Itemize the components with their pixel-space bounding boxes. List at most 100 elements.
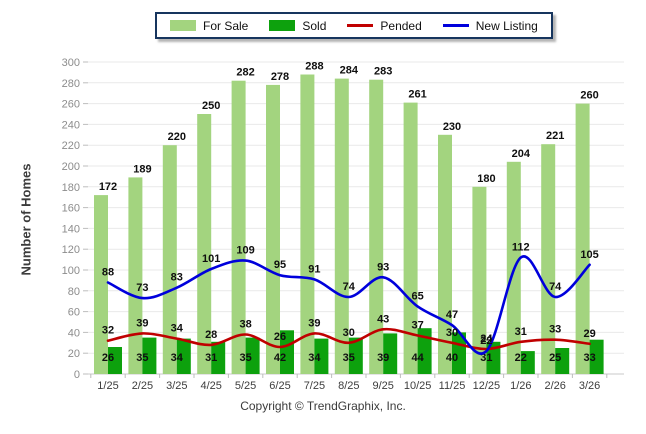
new-listing-value-label: 93 xyxy=(377,261,389,273)
y-tick-label: 220 xyxy=(62,140,80,152)
for-sale-value-label: 250 xyxy=(202,100,220,112)
for-sale-value-label: 221 xyxy=(546,130,564,142)
bar-sold xyxy=(142,337,157,374)
bar-for-sale xyxy=(541,144,556,374)
sold-value-label: 26 xyxy=(102,352,114,364)
pended-value-label: 34 xyxy=(171,323,184,335)
for-sale-value-label: 180 xyxy=(477,173,495,185)
y-tick-label: 100 xyxy=(62,265,80,277)
bar-for-sale xyxy=(266,84,280,375)
pended-value-label: 26 xyxy=(274,331,286,343)
pended-value-label: 30 xyxy=(446,327,458,339)
sold-value-label: 25 xyxy=(549,352,561,364)
bar-sold xyxy=(176,338,191,374)
legend-label: Sold xyxy=(302,18,327,33)
sold-value-label: 35 xyxy=(136,352,148,364)
legend-item-new-listing: New Listing xyxy=(442,18,538,33)
new-listing-value-label: 74 xyxy=(549,281,562,293)
x-tick-label: 1/26 xyxy=(510,380,531,392)
sold-swatch-icon xyxy=(269,20,296,31)
x-tick-label: 2/26 xyxy=(544,380,565,392)
pended-value-label: 38 xyxy=(239,318,251,330)
new-listing-value-label: 73 xyxy=(136,282,148,294)
pended-value-label: 39 xyxy=(308,317,320,329)
for-sale-value-label: 204 xyxy=(512,148,531,160)
new-listing-value-label: 112 xyxy=(512,242,530,254)
bar-sold xyxy=(417,328,432,374)
sold-value-label: 40 xyxy=(446,352,458,364)
x-tick-label: 3/25 xyxy=(166,380,187,392)
pended-value-label: 28 xyxy=(205,329,217,341)
pended-value-label: 29 xyxy=(583,328,595,340)
pended-value-label: 24 xyxy=(480,333,493,345)
new-listing-value-label: 88 xyxy=(102,266,114,278)
pended-value-label: 32 xyxy=(102,325,114,337)
y-tick-label: 140 xyxy=(62,223,80,235)
for-sale-value-label: 282 xyxy=(236,67,254,79)
sold-value-label: 22 xyxy=(515,352,527,364)
sold-value-label: 35 xyxy=(343,352,355,364)
y-tick-label: 0 xyxy=(74,369,80,381)
bar-for-sale xyxy=(197,114,212,374)
bar-for-sale xyxy=(575,103,590,374)
bar-sold xyxy=(348,337,363,374)
x-tick-label: 1/25 xyxy=(97,380,118,392)
y-tick-label: 260 xyxy=(62,99,80,111)
bar-for-sale xyxy=(128,177,143,374)
sold-value-label: 34 xyxy=(171,352,184,364)
x-tick-label: 2/25 xyxy=(132,380,153,392)
for-sale-value-label: 261 xyxy=(408,89,426,101)
new-listing-value-label: 74 xyxy=(343,281,356,293)
y-tick-label: 200 xyxy=(62,161,80,173)
x-tick-label: 11/25 xyxy=(439,380,466,392)
x-tick-label: 10/25 xyxy=(404,380,432,392)
x-tick-label: 8/25 xyxy=(338,380,359,392)
bar-for-sale xyxy=(403,102,418,374)
bar-sold xyxy=(245,337,260,374)
y-tick-label: 300 xyxy=(62,57,80,69)
legend-item-for-sale: For Sale xyxy=(170,19,248,33)
bar-sold xyxy=(589,339,604,374)
bar-sold xyxy=(555,348,570,374)
sold-value-label: 39 xyxy=(377,352,389,364)
pended-value-label: 31 xyxy=(515,326,527,338)
pended-swatch-icon xyxy=(347,24,374,27)
bar-sold xyxy=(280,330,294,374)
for-sale-value-label: 288 xyxy=(305,60,323,72)
pended-value-label: 33 xyxy=(549,324,561,336)
sold-value-label: 35 xyxy=(239,352,251,364)
sold-value-label: 33 xyxy=(583,352,595,364)
bar-sold xyxy=(383,333,398,374)
sold-value-label: 34 xyxy=(308,352,321,364)
y-tick-label: 20 xyxy=(68,348,80,360)
y-tick-label: 160 xyxy=(62,203,80,215)
legend: For Sale Sold Pended New Listing xyxy=(155,12,553,39)
bar-for-sale xyxy=(438,134,452,374)
legend-label: Pended xyxy=(380,18,422,33)
legend-label: New Listing xyxy=(475,18,538,33)
bar-for-sale xyxy=(300,74,315,374)
bar-sold xyxy=(520,351,535,374)
bar-for-sale xyxy=(472,186,487,374)
y-tick-label: 240 xyxy=(62,119,80,131)
for-sale-value-label: 230 xyxy=(443,121,461,133)
x-tick-label: 5/25 xyxy=(235,380,256,392)
chart-canvas: 0 20 40 60 80 100 120 140 160 180 200 220 240 260 280 3… xyxy=(62,57,624,392)
for-sale-value-label: 189 xyxy=(133,163,151,175)
new-listing-value-label: 105 xyxy=(580,249,598,261)
x-tick-label: 4/25 xyxy=(200,380,221,392)
new-listing-line xyxy=(106,255,591,355)
new-listing-value-label: 83 xyxy=(171,272,183,284)
sold-value-label: 42 xyxy=(274,352,286,364)
new-listing-value-label: 91 xyxy=(308,263,320,275)
bar-for-sale xyxy=(231,80,246,374)
for-sale-value-label: 283 xyxy=(374,66,392,78)
new-listing-value-label: 22 xyxy=(480,335,492,347)
for-sale-swatch-icon xyxy=(170,20,196,31)
copyright-text: Copyright © TrendGraphix, Inc. xyxy=(240,399,406,413)
x-tick-label: 6/25 xyxy=(269,380,290,392)
y-tick-label: 280 xyxy=(62,78,80,90)
x-tick-label: 3/26 xyxy=(579,380,600,392)
pended-value-label: 43 xyxy=(377,313,389,325)
